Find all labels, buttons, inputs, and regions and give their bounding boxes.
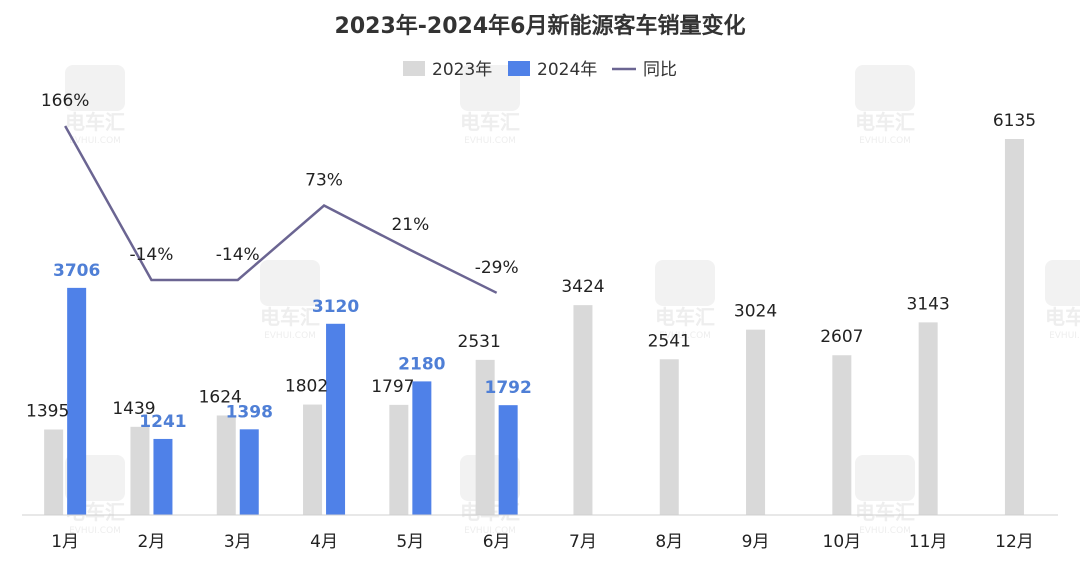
data-label-2023: 1439 [112,399,155,419]
data-label-yoy: -14% [129,245,173,265]
series-2024-labels: 3706 1241 1398 3120 2180 1792 [53,261,532,432]
bar-2023 [746,329,766,515]
data-label-yoy: -29% [475,258,519,278]
legend-swatch-2024 [508,61,530,76]
bar-2023 [573,305,593,515]
bar-2023 [216,415,236,515]
bar-2023 [832,355,852,515]
data-label-2024: 2180 [398,354,445,374]
x-tick-label: 9月 [742,532,770,552]
data-label-2023: 3024 [734,302,777,322]
x-tick-label: 12月 [995,532,1034,552]
bar-2024 [498,405,518,515]
data-label-2023: 1802 [285,377,328,397]
data-label-2023: 1797 [371,377,414,397]
yoy-line [64,125,498,294]
bar-2024 [326,323,346,515]
data-label-2023: 2541 [648,331,691,351]
data-label-yoy: 73% [305,171,343,191]
data-label-yoy: 21% [391,215,429,235]
chart-title: 2023年-2024年6月新能源客车销量变化 [335,13,746,39]
bar-2023 [130,426,150,515]
watermark-logo [655,260,715,341]
x-tick-label: 3月 [224,532,252,552]
watermark-logo [855,455,915,536]
data-label-2023: 1395 [26,402,69,422]
data-label-yoy: 166% [41,91,90,111]
bar-2024 [67,287,87,515]
bar-2024 [412,381,432,515]
bar-2023 [1004,139,1024,515]
x-tick-label: 5月 [396,532,424,552]
bar-2023 [303,404,323,515]
legend: 2023年 2024年 同比 [403,60,677,80]
x-tick-label: 11月 [909,532,948,552]
series-2024-bars [67,287,518,515]
series-yoy-line [64,125,498,294]
bar-2023 [659,359,679,515]
watermark-logo [1045,260,1080,341]
bar-2023 [918,322,938,515]
x-tick-label: 7月 [569,532,597,552]
legend-label-yoy: 同比 [643,60,677,80]
data-label-2024: 1241 [139,412,186,432]
bar-2023 [475,359,495,515]
data-label-2023: 6135 [993,111,1036,131]
bar-2023 [389,404,409,515]
series-2023-labels: 1395 1439 1624 1802 1797 2531 3424 2541 3024 2607… [26,111,1036,422]
data-label-2023: 2531 [458,332,501,352]
x-tick-label: 6月 [483,532,511,552]
data-label-yoy: -14% [216,245,260,265]
data-label-2023: 1624 [199,387,242,407]
legend-label-2024: 2024年 [537,60,597,80]
series-yoy-labels: 166% -14% -14% 73% 21% -29% [41,91,519,278]
watermark-logo [855,65,915,146]
legend-label-2023: 2023年 [432,60,492,80]
x-tick-label: 4月 [310,532,338,552]
data-label-2024: 3120 [312,297,359,317]
data-label-2024: 1792 [484,378,531,398]
x-tick-label: 1月 [51,532,79,552]
x-axis-ticks: 1月 2月 3月 4月 5月 6月 7月 8月 9月 10月 11月 12月 [51,532,1034,552]
series-2023-bars [44,139,1024,515]
x-tick-label: 8月 [655,532,683,552]
x-tick-label: 10月 [823,532,862,552]
bar-2024 [153,438,173,515]
x-tick-label: 2月 [138,532,166,552]
data-label-2023: 3143 [907,294,950,314]
legend-swatch-2023 [403,61,425,76]
data-label-2024: 1398 [226,402,273,422]
data-label-2023: 2607 [820,327,863,347]
data-label-2023: 3424 [561,277,604,297]
bar-2024 [239,429,259,515]
bar-2023 [44,429,64,515]
data-label-2024: 3706 [53,261,100,281]
